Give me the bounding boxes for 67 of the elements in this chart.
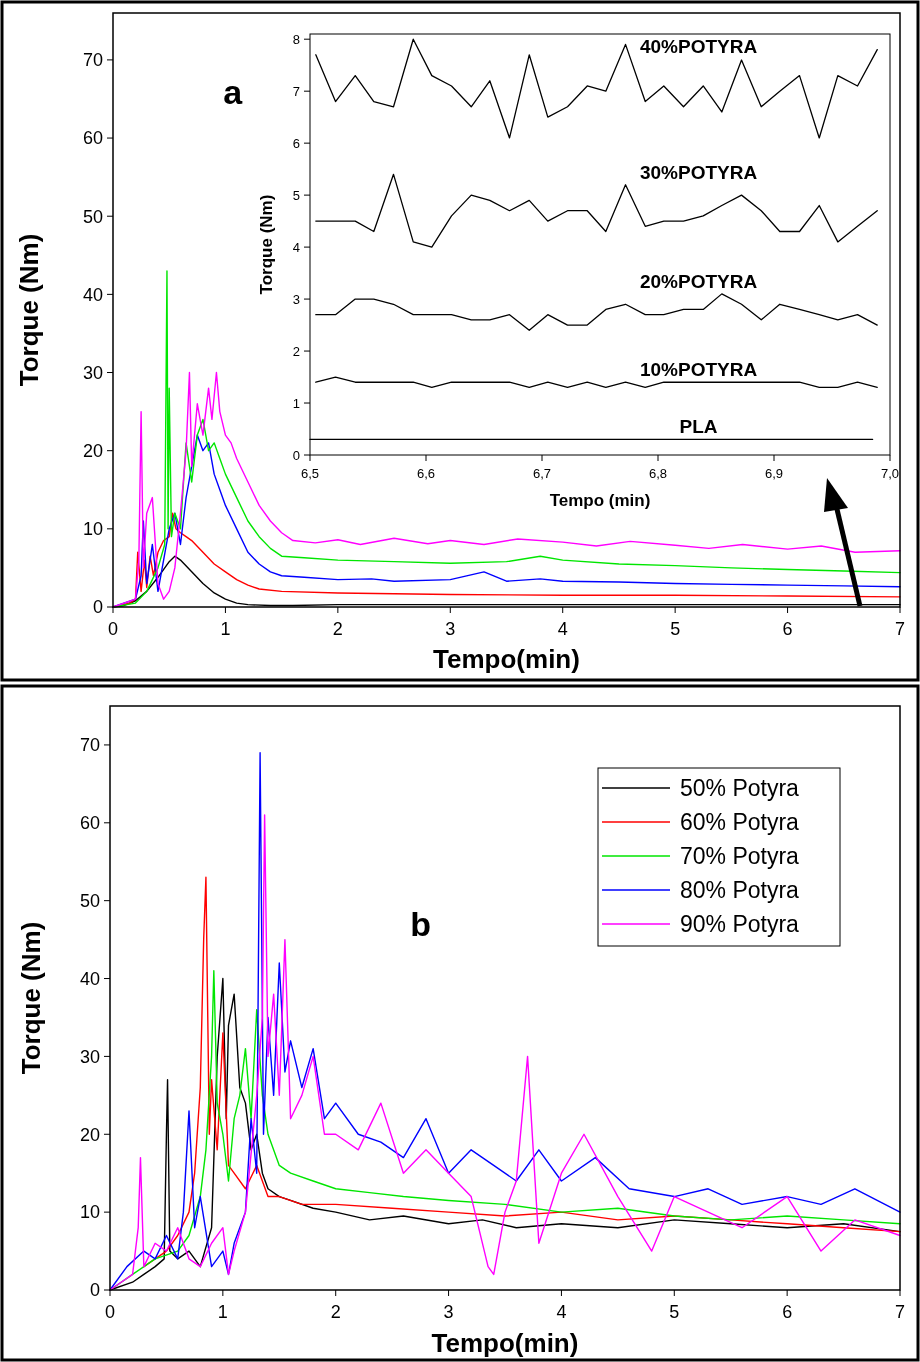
x-tick-label: 6,6 (416, 466, 436, 481)
x-tick-label: 6,9 (764, 466, 784, 481)
y-tick-label: 6 (292, 135, 300, 151)
x-tick-label: 5 (669, 1302, 680, 1322)
x-tick-label: 6,7 (532, 466, 552, 481)
y-tick-label: 40 (82, 284, 103, 305)
y-tick-label: 8 (292, 31, 300, 47)
series-label: 40%POTYRA (640, 36, 758, 57)
x-tick-label: 6,8 (648, 466, 668, 481)
y-tick-label: 1 (292, 395, 300, 411)
y-tick-label: 40 (79, 968, 100, 989)
y-tick-label: 0 (92, 597, 103, 618)
y-axis-title: Torque (Nm) (257, 194, 276, 295)
legend-label: 90% Potyra (680, 911, 800, 937)
legend-label: 50% Potyra (680, 775, 800, 801)
y-tick-label: 10 (82, 519, 103, 540)
line-series (315, 38, 878, 139)
x-tick-label: 5 (670, 619, 681, 639)
series-label: PLA (679, 416, 718, 438)
y-tick-label: 60 (79, 813, 100, 834)
y-tick-label: 20 (79, 1124, 100, 1145)
x-tick-label: 1 (217, 1302, 228, 1322)
x-tick-label: 2 (330, 1302, 341, 1322)
x-axis-title: Tempo (min) (549, 491, 651, 510)
y-tick-label: 30 (79, 1046, 100, 1067)
y-axis-title: Torque (Nm) (14, 233, 44, 387)
line-series (315, 293, 878, 331)
x-axis-title: Tempo(min) (431, 1328, 579, 1358)
series-label: 30%POTYRA (640, 161, 758, 183)
x-tick-label: 4 (557, 619, 568, 639)
x-tick-label: 6 (782, 619, 793, 639)
y-tick-label: 5 (292, 187, 300, 203)
series-label: 10%POTYRA (640, 359, 758, 381)
x-tick-label: 2 (332, 619, 343, 639)
y-axis-title: Torque (Nm) (16, 921, 46, 1075)
x-tick-label: 7 (894, 619, 906, 639)
x-tick-label: 4 (556, 1302, 567, 1322)
x-tick-label: 7 (894, 1302, 906, 1322)
x-tick-label: 6 (782, 1302, 793, 1322)
y-tick-label: 30 (82, 362, 103, 383)
x-tick-label: 3 (443, 1302, 454, 1322)
y-tick-label: 70 (79, 735, 100, 756)
x-tick-label: 0 (107, 619, 119, 639)
x-tick-label: 1 (220, 619, 231, 639)
annotation: a (223, 73, 244, 112)
legend-label: 70% Potyra (680, 843, 800, 869)
y-tick-label: 7 (292, 83, 300, 99)
y-tick-label: 2 (292, 343, 300, 359)
y-tick-label: 3 (292, 291, 300, 307)
y-tick-label: 0 (89, 1280, 100, 1301)
y-tick-label: 50 (79, 890, 100, 911)
y-tick-label: 50 (82, 206, 103, 227)
x-tick-label: 0 (104, 1302, 116, 1322)
series-label: 20%POTYRA (640, 270, 758, 292)
y-tick-label: 10 (79, 1202, 100, 1223)
y-tick-label: 4 (292, 239, 300, 255)
legend-label: 80% Potyra (680, 877, 800, 903)
x-tick-label: 6,5 (300, 466, 320, 481)
x-axis-title: Tempo(min) (433, 644, 580, 674)
y-tick-label: 20 (82, 440, 103, 461)
y-tick-label: 0 (292, 447, 300, 463)
annotation: b (410, 905, 431, 944)
y-tick-label: 70 (82, 50, 103, 71)
x-tick-label: 3 (445, 619, 456, 639)
legend-label: 60% Potyra (680, 809, 800, 835)
x-tick-label: 7,0 (880, 466, 900, 481)
y-tick-label: 60 (82, 128, 103, 149)
